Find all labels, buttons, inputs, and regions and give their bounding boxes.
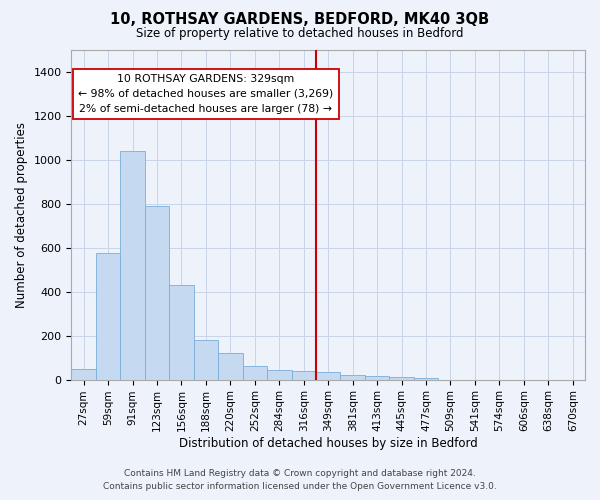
Bar (121, 151, 145, 380)
Bar (389, 378, 414, 380)
Y-axis label: Number of detached properties: Number of detached properties (15, 122, 28, 308)
Text: 10, ROTHSAY GARDENS, BEDFORD, MK40 3QB: 10, ROTHSAY GARDENS, BEDFORD, MK40 3QB (110, 12, 490, 28)
Text: Contains HM Land Registry data © Crown copyright and database right 2024.
Contai: Contains HM Land Registry data © Crown c… (103, 470, 497, 491)
Bar (194, 340, 218, 380)
Bar (145, 206, 169, 380)
Bar (169, 285, 194, 380)
Bar (267, 370, 292, 380)
Bar (340, 375, 365, 380)
Bar (242, 366, 267, 380)
Bar (218, 353, 242, 380)
X-axis label: Distribution of detached houses by size in Bedford: Distribution of detached houses by size … (179, 437, 478, 450)
Text: 10 ROTHSAY GARDENS: 329sqm
← 98% of detached houses are smaller (3,269)
2% of se: 10 ROTHSAY GARDENS: 329sqm ← 98% of deta… (78, 74, 334, 114)
Bar (316, 372, 340, 380)
Bar (365, 376, 389, 380)
Text: Size of property relative to detached houses in Bedford: Size of property relative to detached ho… (136, 28, 464, 40)
Bar (96, 254, 121, 380)
Bar (292, 371, 316, 380)
Bar (414, 378, 438, 380)
Bar (71, 368, 96, 380)
